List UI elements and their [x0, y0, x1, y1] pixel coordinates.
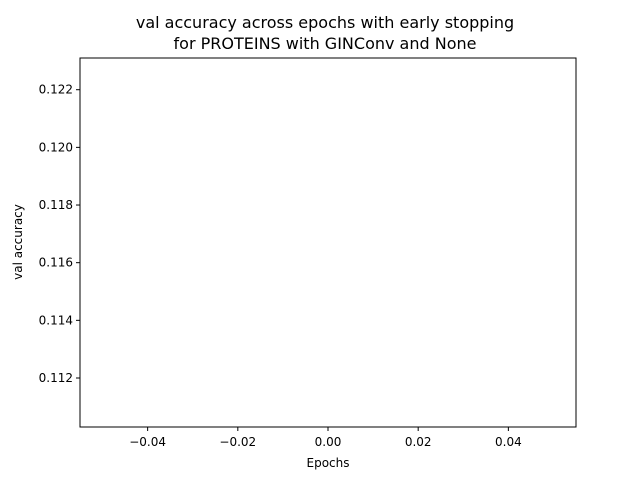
y-tick-label: 0.122 — [39, 83, 73, 97]
y-tick-label: 0.120 — [39, 140, 73, 154]
chart-title-line-2: for PROTEINS with GINConv and None — [174, 34, 477, 53]
x-tick-label: −0.04 — [129, 435, 166, 449]
chart-title-line-1: val accuracy across epochs with early st… — [136, 13, 514, 32]
x-tick-label: 0.04 — [495, 435, 522, 449]
x-tick-label: 0.00 — [315, 435, 342, 449]
x-tick-label: 0.02 — [405, 435, 432, 449]
x-axis-label: Epochs — [307, 456, 350, 470]
x-tick-label: −0.02 — [219, 435, 256, 449]
y-tick-label: 0.112 — [39, 371, 73, 385]
plot-area-frame — [79, 57, 577, 428]
y-tick-label: 0.116 — [39, 256, 73, 270]
axis-ticks: −0.04 −0.02 0.00 0.02 0.04 0.112 0.114 0.116 0.1… — [39, 83, 522, 449]
y-tick-label: 0.118 — [39, 198, 73, 212]
y-axis-label: val accuracy — [11, 204, 25, 280]
y-tick-label: 0.114 — [39, 313, 73, 327]
